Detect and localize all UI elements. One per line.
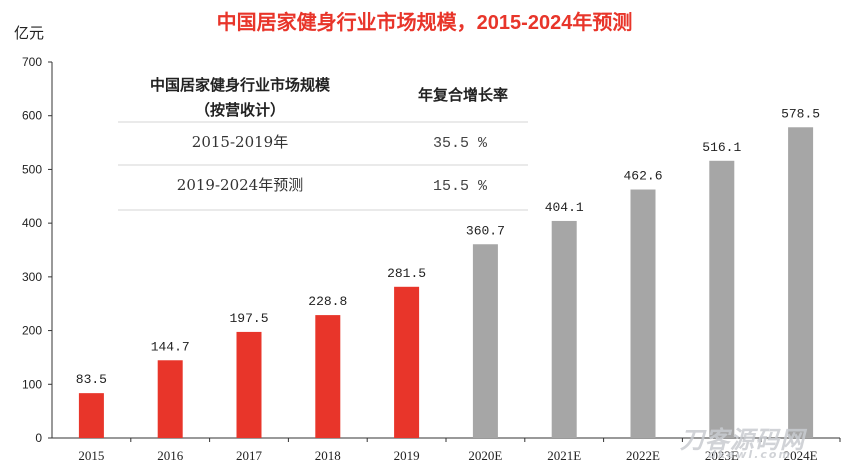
chart-title: 中国居家健身行业市场规模，2015-2024年预测 xyxy=(216,12,633,34)
data-label-2019: 281.5 xyxy=(387,266,426,281)
bar-2015 xyxy=(78,393,104,438)
axes: 0 100 200 300 400 500 600 700 2015 2016 2017 2018 20… xyxy=(22,55,841,463)
x-tick-label-2024E: 2024E xyxy=(784,448,818,463)
bar-2019 xyxy=(394,286,420,438)
data-label-2024E: 578.5 xyxy=(781,106,820,121)
y-tick-label: 700 xyxy=(22,55,42,69)
data-label-2017: 197.5 xyxy=(229,311,268,326)
x-tick-label-2015: 2015 xyxy=(78,448,104,463)
bar-2017 xyxy=(236,331,262,438)
x-tick-label-2019: 2019 xyxy=(394,448,420,463)
cagr-table: 中国居家健身行业市场规模 （按营收计） 年复合增长率 2015-2019年 35… xyxy=(118,76,528,211)
x-tick-label-2021E: 2021E xyxy=(547,448,581,463)
y-tick-label: 500 xyxy=(22,162,42,176)
watermark-logo: 刀客源码网 xyxy=(680,426,805,454)
watermark-url: dkewl.com xyxy=(708,448,792,461)
bars: 83.5 144.7 197.5 228.8 281.5 360.7 404.1 462.6 5… xyxy=(76,106,820,439)
x-tick-label-2017: 2017 xyxy=(236,448,263,463)
x-tick-label-2022E: 2022E xyxy=(626,448,660,463)
bar-2018 xyxy=(315,315,341,438)
bar-2021E xyxy=(551,220,577,438)
data-label-2016: 144.7 xyxy=(151,339,190,354)
x-tick-label-2016: 2016 xyxy=(157,448,184,463)
data-label-2021E: 404.1 xyxy=(545,200,584,215)
y-tick-label: 600 xyxy=(22,109,42,123)
data-label-2020E: 360.7 xyxy=(466,223,505,238)
bar-2023E xyxy=(709,160,735,438)
cagr-rate-2: 15.5 % xyxy=(433,178,488,195)
data-label-2018: 228.8 xyxy=(308,294,347,309)
cagr-period-1: 2015-2019年 xyxy=(192,133,288,151)
y-axis-unit: 亿元 xyxy=(14,24,44,42)
cagr-header-market: 中国居家健身行业市场规模 xyxy=(150,76,331,94)
cagr-period-2: 2019-2024年预测 xyxy=(177,176,303,194)
y-tick-label: 100 xyxy=(22,377,42,391)
bar-2022E xyxy=(630,189,656,438)
y-tick-label: 200 xyxy=(22,324,42,338)
y-tick-label: 300 xyxy=(22,270,42,284)
x-tick-label-2018: 2018 xyxy=(315,448,341,463)
bar-2020E xyxy=(472,244,498,438)
x-tick-label-2023E: 2023E xyxy=(705,448,739,463)
bar-2024E xyxy=(788,127,814,439)
cagr-header-basis: （按营收计） xyxy=(195,101,285,119)
y-tick-label: 400 xyxy=(22,216,42,230)
x-tick-label-2020E: 2020E xyxy=(468,448,502,463)
cagr-rate-1: 35.5 % xyxy=(433,135,488,152)
data-label-2022E: 462.6 xyxy=(623,169,662,184)
cagr-header-rate: 年复合增长率 xyxy=(418,86,508,104)
y-tick-label: 0 xyxy=(35,431,42,445)
bar-2016 xyxy=(157,360,183,438)
data-label-2015: 83.5 xyxy=(76,372,107,387)
data-label-2023E: 516.1 xyxy=(702,140,741,155)
